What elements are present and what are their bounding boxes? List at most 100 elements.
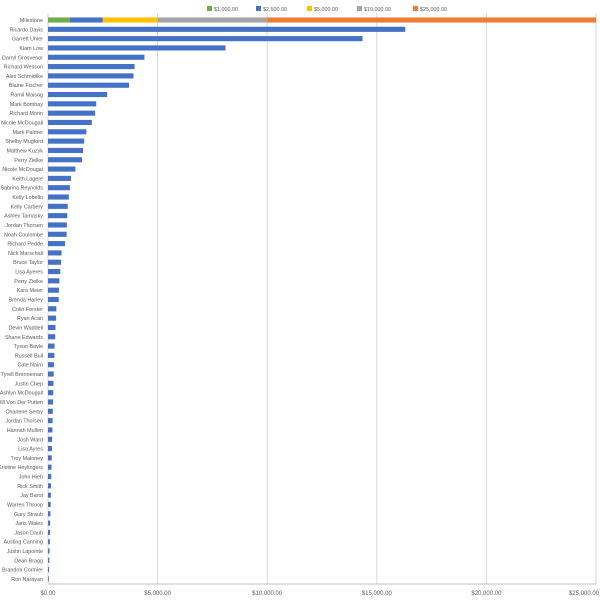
- legend-swatch: [413, 6, 418, 11]
- category-label: Ashlyn McDougall: [0, 391, 43, 397]
- category-label: Warren Throop: [7, 502, 43, 508]
- bar-segment: [48, 213, 68, 219]
- category-label: Lisa Ayeres: [15, 270, 43, 276]
- category-label: Matthew Kuzyk: [6, 148, 43, 154]
- category-label: Perry Zielke: [14, 158, 43, 164]
- category-label: Mark Bombay: [10, 102, 44, 108]
- category-label: Hannah Mullen: [7, 428, 43, 434]
- category-label: Kristine Heylingers: [0, 465, 43, 471]
- category-label: Garrett Uhler: [12, 37, 43, 43]
- legend-label: $1,000.00: [214, 7, 238, 13]
- x-tick-label: $20,000.00: [471, 591, 502, 597]
- category-label: Brenda Harley: [9, 298, 44, 304]
- category-label: Tyrell Brenneman: [1, 372, 43, 378]
- category-label: Blaine Fischer: [9, 83, 43, 89]
- category-label: Perry Zielke: [14, 279, 43, 285]
- category-label: Kiam Low: [19, 46, 43, 52]
- bar-segment: [48, 203, 68, 209]
- bar-segment: [48, 324, 56, 331]
- category-label: Ryan Acari: [17, 316, 43, 322]
- bar-segment: [48, 129, 87, 135]
- x-tick-label: $0.00: [40, 591, 56, 597]
- bar-segment: [48, 231, 67, 237]
- x-tick-label: $10,000.00: [252, 591, 283, 597]
- legend-label: $25,000.00: [420, 7, 447, 13]
- category-label: Mark Palmer: [12, 130, 43, 136]
- bar-segment: [48, 408, 53, 414]
- bar-segment: [48, 464, 52, 470]
- bar-segment: [48, 26, 406, 32]
- category-label: Jordan Thorsen: [5, 419, 43, 425]
- bar-segment: [48, 455, 52, 461]
- gridlines: [47, 13, 597, 585]
- category-labels: Milestone Ricardo Davis Garrett Uhler Kiam …: [0, 18, 43, 583]
- bar-segment: [48, 91, 108, 98]
- bar-segment: [48, 306, 57, 312]
- legend-swatch: [207, 6, 212, 11]
- bar-segment: [48, 17, 70, 23]
- category-label: Gary Straub: [14, 512, 43, 518]
- bar-segment: [48, 36, 363, 42]
- category-label: Shane Edwards: [5, 335, 43, 341]
- bar-segment: [48, 194, 69, 200]
- bar-segment: [48, 54, 145, 60]
- bar-segment: [48, 473, 52, 480]
- bar-segment: [48, 82, 130, 88]
- bar-segment: [48, 250, 62, 256]
- bar-segment: [48, 45, 226, 51]
- bar-segment: [48, 287, 59, 293]
- bar-segment: [48, 334, 56, 340]
- bar-segment: [48, 427, 53, 433]
- category-label: Richard Morin: [9, 111, 43, 117]
- bar-segment: [48, 576, 49, 582]
- category-label: Alex Schmidtke: [6, 74, 43, 80]
- x-tick-label: $15,000.00: [362, 591, 393, 597]
- bar-segment: [48, 567, 50, 573]
- category-label: Nicole McDougal: [2, 167, 43, 173]
- bar-segment: [48, 343, 55, 349]
- bar-segment: [48, 278, 60, 284]
- bar-segment: [267, 17, 596, 23]
- category-label: Ricardo Davis: [9, 27, 43, 33]
- x-tick-label: $5,000.00: [144, 591, 171, 597]
- bar-segment: [48, 483, 52, 489]
- category-label: Will Von Der Putten: [0, 400, 43, 406]
- category-label: Ashley Tamasky: [4, 214, 43, 220]
- category-label: Richard Pedde: [7, 242, 43, 248]
- category-label: Bruce Taylor: [13, 260, 43, 266]
- category-label: Lisa Ayres: [18, 447, 43, 453]
- legend: $1,000.00 $2,500.00 $5,000.00 $10,000.00 $25…: [207, 6, 447, 13]
- bars: [48, 17, 596, 582]
- legend-label: $2,500.00: [263, 7, 287, 13]
- bar-segment: [48, 390, 54, 396]
- bar-segment: [48, 529, 50, 535]
- bar-segment: [48, 175, 72, 181]
- bar-segment: [48, 399, 54, 405]
- bar-segment: [48, 147, 84, 153]
- bar-segment: [48, 296, 59, 303]
- category-label: Austing Canning: [3, 540, 43, 546]
- bar-segment: [48, 436, 53, 442]
- category-label: Sabrina Reynolds: [0, 186, 43, 192]
- bar-segment: [48, 539, 50, 545]
- legend-label: $5,000.00: [314, 7, 338, 13]
- category-label: Tyson Bavle: [14, 344, 43, 350]
- bar-segment: [48, 138, 85, 144]
- category-label: Ron Narayan: [11, 577, 43, 583]
- category-label: Charlene Serby: [6, 409, 44, 415]
- bar-segment: [102, 17, 158, 23]
- category-label: Jason Daub: [14, 530, 43, 536]
- bar-segment: [48, 185, 70, 191]
- category-label: Darryl Grosvenor: [2, 55, 43, 61]
- category-label: Nicole McDougall: [1, 120, 43, 126]
- legend-swatch: [357, 6, 362, 11]
- bar-segment: [48, 520, 51, 526]
- bar-segment: [48, 446, 52, 452]
- category-label: Justin Chep: [15, 381, 43, 387]
- category-label: Keith Lagere: [12, 176, 43, 182]
- category-label: Jay Barot: [20, 493, 43, 499]
- category-label: Devin Waddell: [8, 325, 43, 331]
- category-label: Dean Bragg: [14, 558, 43, 564]
- bar-segment: [48, 511, 51, 517]
- category-label: Jordan Thorsen: [5, 223, 43, 229]
